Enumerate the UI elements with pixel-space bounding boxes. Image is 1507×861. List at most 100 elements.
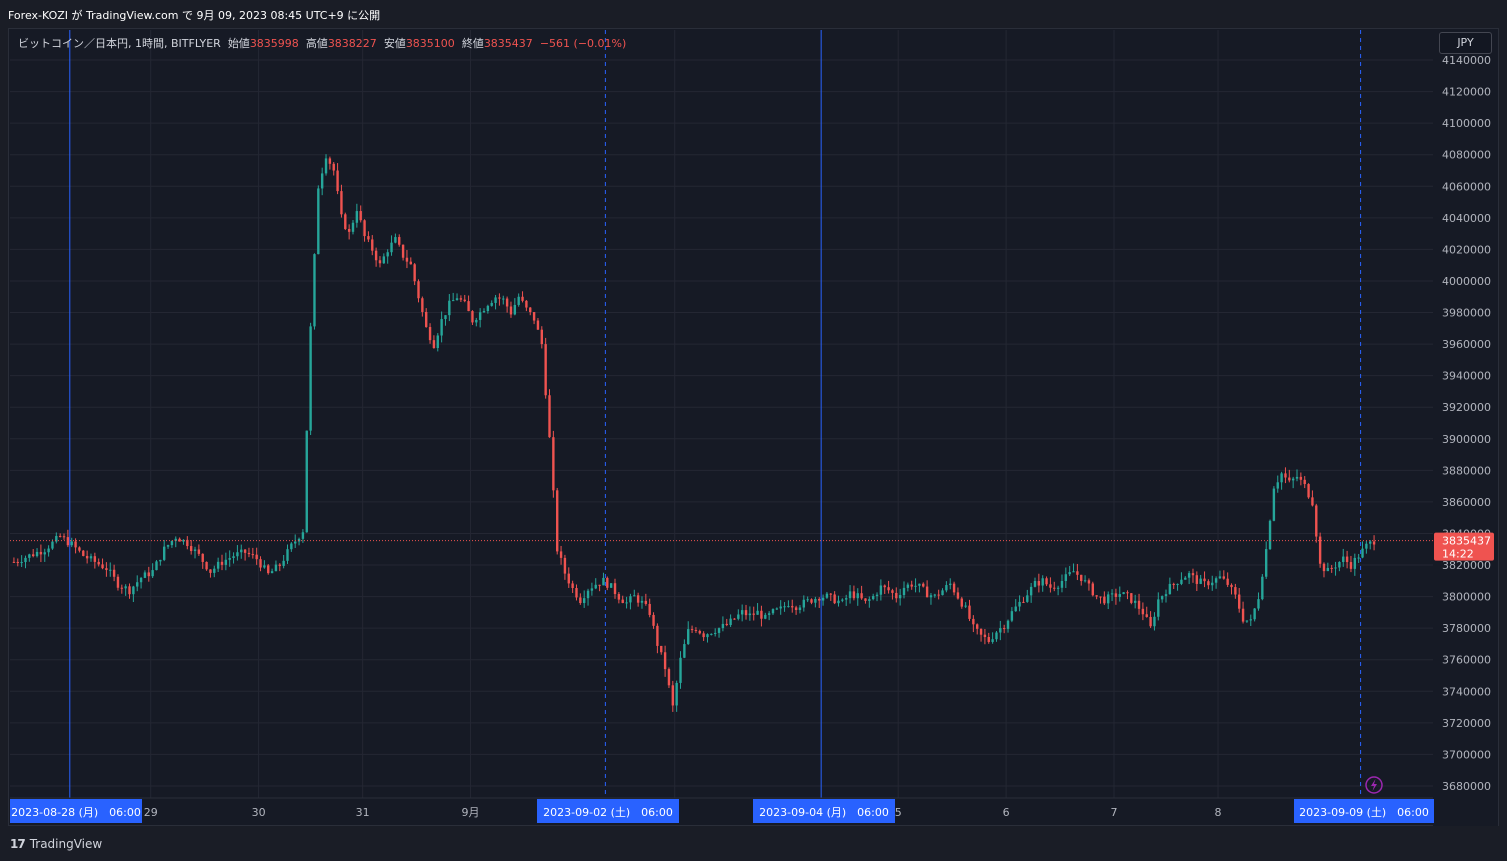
candle-body xyxy=(1107,594,1110,604)
candle-body xyxy=(764,614,767,619)
candle-body xyxy=(1226,578,1229,585)
y-tick-label: 4080000 xyxy=(1442,149,1491,162)
candle-body xyxy=(1234,587,1237,595)
candle-body xyxy=(405,257,409,262)
candle-body xyxy=(590,588,594,591)
candle-body xyxy=(1345,556,1349,563)
y-tick-label: 3920000 xyxy=(1442,401,1491,414)
y-tick-label: 3740000 xyxy=(1442,685,1491,698)
candle-body xyxy=(1018,601,1021,607)
candle-body xyxy=(798,607,802,611)
chart-frame[interactable] xyxy=(8,28,1499,826)
candle-body xyxy=(1133,600,1137,603)
candle-body xyxy=(833,594,836,604)
candle-body xyxy=(1291,478,1295,481)
x-tick-label: 8 xyxy=(1215,806,1222,819)
high-value: 3838227 xyxy=(327,37,377,50)
candle-body xyxy=(567,573,570,584)
candle-body xyxy=(193,549,197,552)
candle-body xyxy=(752,613,755,615)
lightning-icon[interactable] xyxy=(1365,776,1383,794)
date-tag-bg xyxy=(10,799,142,823)
candle-body xyxy=(290,543,293,550)
candle-body xyxy=(55,535,58,542)
candle-body xyxy=(1029,586,1033,596)
candle-body xyxy=(536,320,540,330)
candle-body xyxy=(571,583,574,589)
candle-body xyxy=(891,590,894,593)
candle-body xyxy=(301,532,305,539)
candle-body xyxy=(1049,584,1052,588)
y-tick-label: 3960000 xyxy=(1442,338,1491,351)
candle-body xyxy=(594,584,597,589)
candle-body xyxy=(640,600,644,603)
candle-body xyxy=(505,298,509,307)
candle-body xyxy=(205,561,208,570)
currency-button[interactable]: JPY xyxy=(1439,32,1492,54)
candle-body xyxy=(918,583,921,586)
y-tick-label: 3720000 xyxy=(1442,717,1491,730)
x-tick-label: 29 xyxy=(144,806,158,819)
candle-body xyxy=(159,559,162,562)
candle-body xyxy=(47,548,50,553)
candle-body xyxy=(328,158,332,164)
candle-body xyxy=(1272,488,1276,521)
candle-body xyxy=(444,315,447,320)
candle-body xyxy=(1357,557,1360,559)
candle-body xyxy=(213,568,216,573)
candle-body xyxy=(887,587,890,591)
candle-body xyxy=(818,598,821,601)
candle-body xyxy=(228,558,231,560)
y-tick-label: 3820000 xyxy=(1442,559,1491,572)
candle-body xyxy=(563,557,567,574)
candle-body xyxy=(1083,580,1087,582)
y-tick-label: 3900000 xyxy=(1442,433,1491,446)
candle-body xyxy=(170,540,174,546)
candle-body xyxy=(224,559,228,565)
candle-body xyxy=(297,538,301,542)
candle-body xyxy=(282,560,285,566)
candle-body xyxy=(451,300,455,302)
candle-body xyxy=(1307,484,1310,498)
candle-body xyxy=(1180,579,1183,584)
candle-body xyxy=(1168,583,1172,595)
candle-body xyxy=(409,261,412,265)
candle-body xyxy=(1045,578,1048,585)
candle-body xyxy=(517,296,520,305)
candle-body xyxy=(1187,573,1191,578)
y-tick-label: 3880000 xyxy=(1442,464,1491,477)
candle-body xyxy=(1091,583,1094,596)
candle-body xyxy=(1149,616,1152,627)
candle-body xyxy=(949,583,952,586)
candle-body xyxy=(305,430,308,533)
candle-body xyxy=(1087,580,1091,584)
candle-body xyxy=(991,639,994,642)
candle-body xyxy=(178,538,181,542)
candle-body xyxy=(85,555,89,559)
candle-body xyxy=(1145,614,1148,617)
low-label: 安値 xyxy=(383,37,406,50)
candle-body xyxy=(74,541,77,548)
candle-body xyxy=(856,593,859,599)
candle-body xyxy=(286,549,289,561)
brand[interactable]: 𝟭𝟳 TradingView xyxy=(10,837,102,851)
candle-body xyxy=(1253,608,1256,620)
candle-body xyxy=(713,632,717,634)
y-tick-label: 3980000 xyxy=(1442,307,1491,320)
candle-body xyxy=(852,591,856,599)
price-axis-bg xyxy=(1433,29,1498,826)
candle-body xyxy=(864,598,867,601)
candle-body xyxy=(1076,571,1079,575)
candles xyxy=(12,154,1376,712)
candle-body xyxy=(186,539,189,547)
candle-body xyxy=(247,552,251,555)
date-tag-bg xyxy=(1294,799,1434,823)
candle-body xyxy=(552,437,555,491)
top-bar: Forex-KOZI が TradingView.com で 9月 09, 20… xyxy=(0,0,1507,28)
x-tick-label: 5 xyxy=(895,806,902,819)
candle-body xyxy=(663,652,667,670)
last-price-tag xyxy=(1434,532,1494,561)
candle-body xyxy=(706,634,709,638)
close-value: 3835437 xyxy=(483,37,533,50)
